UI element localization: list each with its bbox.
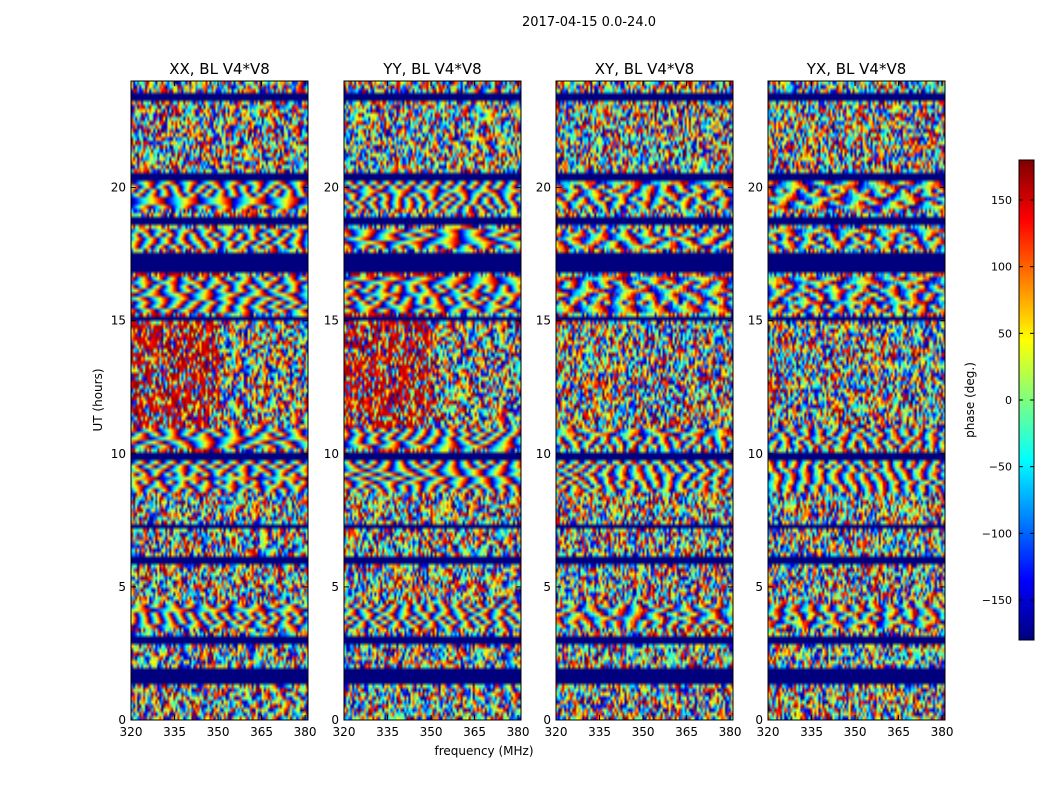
panel-4: YX, BL V4*V8 320 335 350 365 380 0 5 10 15 20: [748, 60, 954, 739]
y-tick-label: 20: [111, 181, 126, 195]
x-tick-label: 350: [420, 725, 443, 739]
x-tick-label: 335: [163, 725, 186, 739]
y-tick-label: 0: [755, 713, 763, 727]
x-tick-label: 320: [120, 725, 143, 739]
heatmap-image: [768, 81, 945, 720]
x-tick-label: 335: [588, 725, 611, 739]
y-tick-label: 5: [331, 580, 339, 594]
colorbar: −150 −100 −50 0 50 100 150 phase (deg.): [963, 159, 1035, 641]
figure-suptitle: 2017-04-15 0.0-24.0: [522, 15, 656, 30]
x-tick-label: 350: [632, 725, 655, 739]
heatmap-image: [131, 81, 308, 720]
y-tick-label: 15: [536, 314, 551, 328]
x-tick-label: 350: [207, 725, 230, 739]
y-tick-label: 0: [331, 713, 339, 727]
panel-2: YY, BL V4*V8 320 335 350 365 380 0 5 10 15 20: [324, 60, 530, 739]
y-tick-label: 10: [111, 447, 126, 461]
y-tick-label: 5: [755, 580, 763, 594]
x-tick-label: 380: [507, 725, 530, 739]
y-tick-label: 20: [536, 181, 551, 195]
x-tick-label: 350: [844, 725, 867, 739]
shared-ylabel: UT (hours): [91, 368, 105, 431]
y-tick-label: 5: [543, 580, 551, 594]
x-tick-label: 365: [463, 725, 486, 739]
heatmap-image: [344, 81, 521, 720]
x-tick-label: 365: [887, 725, 910, 739]
colorbar-tick-label: −150: [982, 594, 1012, 607]
y-tick-label: 0: [118, 713, 126, 727]
x-tick-label: 380: [931, 725, 954, 739]
x-tick-label: 365: [250, 725, 273, 739]
y-tick-label: 10: [536, 447, 551, 461]
y-tick-label: 10: [324, 447, 339, 461]
x-tick-label: 365: [675, 725, 698, 739]
x-tick-label: 320: [545, 725, 568, 739]
panel-frame: [343, 80, 522, 721]
y-tick-label: 15: [324, 314, 339, 328]
x-tick-label: 320: [333, 725, 356, 739]
colorbar-tick-label: 0: [1005, 394, 1012, 407]
panel-frame: [555, 80, 734, 721]
y-tick-label: 0: [543, 713, 551, 727]
panel-1: XX, BL V4*V8 320 335 350 365 380 0 5 10 15 20: [111, 60, 317, 739]
y-tick-label: 5: [118, 580, 126, 594]
colorbar-tick-label: 50: [998, 327, 1012, 340]
colorbar-tick-label: −50: [989, 461, 1012, 474]
heatmap-image: [556, 81, 733, 720]
colorbar-tick-label: 100: [991, 261, 1012, 274]
y-tick-label: 20: [748, 181, 763, 195]
colorbar-tick-label: −100: [982, 527, 1012, 540]
panel-title: XX, BL V4*V8: [169, 60, 270, 78]
panel-frame: [767, 80, 946, 721]
x-tick-label: 320: [757, 725, 780, 739]
panel-frame: [130, 80, 309, 721]
y-tick-label: 10: [748, 447, 763, 461]
x-tick-label: 380: [719, 725, 742, 739]
y-tick-label: 20: [324, 181, 339, 195]
y-tick-label: 15: [111, 314, 126, 328]
y-tick-label: 15: [748, 314, 763, 328]
x-tick-label: 335: [376, 725, 399, 739]
panel-title: YX, BL V4*V8: [806, 60, 907, 78]
panel-title: XY, BL V4*V8: [595, 60, 695, 78]
x-tick-label: 380: [294, 725, 317, 739]
colorbar-tick-label: 150: [991, 194, 1012, 207]
panel-title: YY, BL V4*V8: [382, 60, 481, 78]
colorbar-label: phase (deg.): [963, 362, 977, 438]
x-tick-label: 335: [800, 725, 823, 739]
shared-xlabel: frequency (MHz): [434, 744, 533, 758]
panel-3: XY, BL V4*V8 320 335 350 365 380 0 5 10 15 20: [536, 60, 742, 739]
